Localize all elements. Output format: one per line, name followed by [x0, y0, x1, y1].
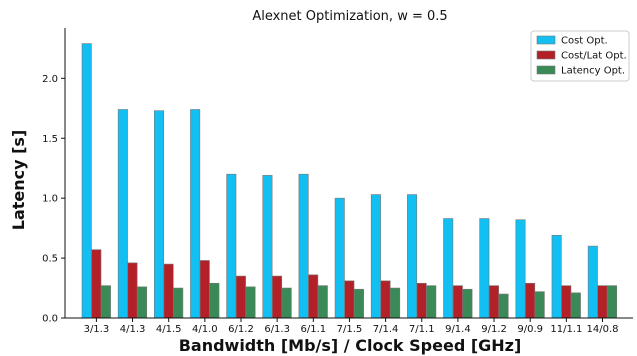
bar-latency-opt-14-0-8 — [606, 285, 617, 319]
y-tick-label: 0.5 — [42, 254, 58, 265]
legend: Cost Opt. Cost/Lat Opt. Latency Opt. — [530, 30, 630, 82]
bar-cost-opt-6-1-1 — [298, 173, 309, 319]
bar-cost-opt-9-1-4 — [443, 218, 454, 319]
bar-cost-opt-3-1-3 — [81, 43, 92, 319]
bar-latency-opt-9-0-9 — [534, 291, 545, 319]
bar-latency-opt-6-1-1 — [317, 285, 328, 319]
bar-cost-opt-7-1-4 — [370, 194, 381, 319]
x-tick-label: 6/1.1 — [300, 324, 326, 335]
x-tick-label: 9/1.4 — [445, 324, 471, 335]
bar-cost-opt-9-0-9 — [515, 219, 526, 319]
bar-cost-lat-opt-14-0-8 — [597, 285, 608, 319]
bar-cost-opt-9-1-2 — [479, 218, 490, 319]
bars-layer — [81, 43, 617, 319]
bar-latency-opt-4-1-3 — [137, 286, 148, 319]
bar-cost-lat-opt-6-1-3 — [272, 275, 283, 319]
bar-cost-lat-opt-6-1-1 — [308, 274, 319, 319]
y-tick-label: 2.0 — [42, 74, 58, 85]
bar-cost-lat-opt-4-1-0 — [199, 260, 210, 319]
x-tick-label: 7/1.1 — [409, 324, 435, 335]
x-tick-label: 6/1.2 — [228, 324, 254, 335]
bar-cost-lat-opt-7-1-5 — [344, 280, 355, 319]
legend-label: Cost/Lat Opt. — [561, 51, 627, 62]
bar-cost-opt-4-1-5 — [154, 110, 165, 319]
ticks-layer: 3/1.3 4/1.3 4/1.5 4/1.0 6/1.2 6/1.3 6/1.1 7/1.5… — [42, 74, 618, 335]
chart-title: Alexnet Optimization, w = 0.5 — [252, 9, 447, 24]
bar-cost-lat-opt-9-1-4 — [452, 285, 463, 319]
y-tick-label: 1.0 — [42, 194, 58, 205]
y-tick-label: 1.5 — [42, 134, 58, 145]
y-axis-label: Latency [s] — [9, 130, 28, 231]
legend-label: Latency Opt. — [561, 66, 625, 77]
legend-box — [530, 30, 630, 82]
legend-swatch — [536, 35, 556, 45]
x-tick-label: 11/1.1 — [550, 324, 582, 335]
bar-cost-lat-opt-7-1-1 — [416, 282, 427, 319]
x-tick-label: 9/0.9 — [517, 324, 543, 335]
bar-cost-opt-11-1-1 — [551, 235, 562, 319]
bar-latency-opt-7-1-5 — [353, 288, 364, 319]
bar-latency-opt-3-1-3 — [100, 285, 111, 319]
bar-latency-opt-6-1-2 — [245, 286, 256, 319]
x-tick-label: 7/1.5 — [337, 324, 363, 335]
bar-cost-opt-6-1-2 — [226, 173, 237, 319]
x-axis-label: Bandwidth [Mb/s] / Clock Speed [GHz] — [179, 336, 522, 355]
bar-latency-opt-4-1-5 — [173, 287, 184, 319]
bar-latency-opt-11-1-1 — [570, 292, 581, 319]
legend-swatch — [536, 50, 556, 60]
bar-latency-opt-6-1-3 — [281, 287, 292, 319]
bar-cost-lat-opt-3-1-3 — [91, 249, 102, 319]
bar-cost-lat-opt-6-1-2 — [235, 275, 246, 319]
bar-cost-opt-4-1-0 — [190, 109, 201, 319]
x-tick-label: 4/1.5 — [156, 324, 182, 335]
bar-cost-opt-14-0-8 — [587, 245, 598, 319]
x-tick-label: 4/1.0 — [192, 324, 218, 335]
bar-cost-opt-6-1-3 — [262, 175, 273, 319]
x-tick-label: 9/1.2 — [481, 324, 507, 335]
x-tick-label: 7/1.4 — [373, 324, 399, 335]
bar-cost-lat-opt-9-0-9 — [525, 282, 536, 319]
bar-cost-lat-opt-4-1-3 — [127, 262, 138, 319]
bar-cost-lat-opt-11-1-1 — [561, 285, 572, 319]
bar-cost-opt-4-1-3 — [117, 109, 128, 319]
bar-latency-opt-4-1-0 — [209, 282, 220, 319]
x-tick-label: 6/1.3 — [264, 324, 290, 335]
bar-latency-opt-9-1-2 — [498, 293, 509, 319]
legend-swatch — [536, 65, 556, 75]
legend-label: Cost Opt. — [561, 36, 608, 47]
bar-cost-lat-opt-4-1-5 — [163, 263, 174, 319]
bar-latency-opt-9-1-4 — [462, 288, 473, 319]
x-tick-label: 3/1.3 — [84, 324, 110, 335]
x-tick-label: 4/1.3 — [120, 324, 146, 335]
y-tick-label: 0.0 — [42, 314, 58, 325]
bar-cost-lat-opt-9-1-2 — [488, 285, 499, 319]
bar-cost-opt-7-1-1 — [407, 194, 418, 319]
bar-latency-opt-7-1-4 — [390, 287, 401, 319]
bar-latency-opt-7-1-1 — [426, 285, 437, 319]
x-tick-label: 14/0.8 — [587, 324, 619, 335]
bar-cost-lat-opt-7-1-4 — [380, 280, 391, 319]
bar-cost-opt-7-1-5 — [334, 197, 345, 319]
